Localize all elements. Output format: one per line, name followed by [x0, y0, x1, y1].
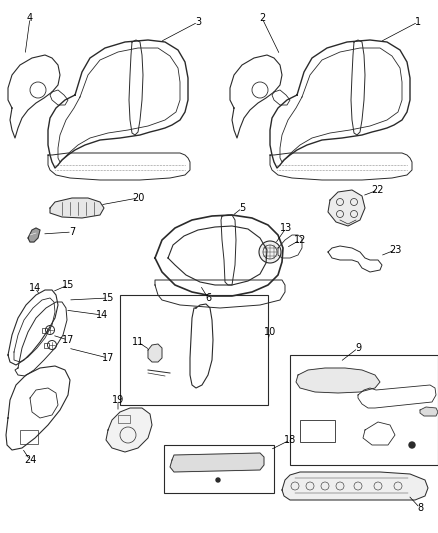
Text: 24: 24	[24, 455, 36, 465]
Bar	[164, 445, 274, 493]
Bar	[120, 295, 268, 405]
Text: 22: 22	[372, 185, 384, 195]
Text: 23: 23	[389, 245, 401, 255]
Polygon shape	[420, 407, 438, 416]
Text: 12: 12	[294, 235, 306, 245]
Text: 6: 6	[205, 293, 211, 303]
Text: 7: 7	[69, 227, 75, 237]
Text: 5: 5	[239, 203, 245, 213]
Bar	[44, 343, 49, 348]
Polygon shape	[148, 344, 162, 362]
Text: 19: 19	[112, 395, 124, 405]
Polygon shape	[296, 368, 380, 393]
Text: 18: 18	[284, 435, 296, 445]
Polygon shape	[28, 228, 40, 242]
Polygon shape	[50, 198, 104, 218]
Text: 14: 14	[29, 283, 41, 293]
Text: 2: 2	[259, 13, 265, 23]
Text: 15: 15	[62, 280, 74, 290]
Text: 4: 4	[27, 13, 33, 23]
Text: 9: 9	[355, 343, 361, 353]
Text: 1: 1	[415, 17, 421, 27]
Polygon shape	[328, 190, 365, 226]
Circle shape	[259, 241, 281, 263]
Bar	[290, 355, 438, 465]
Text: 13: 13	[280, 223, 292, 233]
Text: 15: 15	[102, 293, 114, 303]
Text: 8: 8	[417, 503, 423, 513]
Bar	[300, 420, 335, 442]
Bar	[20, 430, 38, 444]
Text: 10: 10	[264, 327, 276, 337]
Circle shape	[409, 442, 415, 448]
Bar	[42, 328, 47, 333]
Text: 20: 20	[132, 193, 144, 203]
Text: 17: 17	[102, 353, 114, 363]
Polygon shape	[106, 408, 152, 452]
Text: 17: 17	[62, 335, 74, 345]
Circle shape	[216, 478, 220, 482]
Bar	[118, 415, 130, 423]
Text: 14: 14	[96, 310, 108, 320]
Text: 3: 3	[195, 17, 201, 27]
Polygon shape	[170, 453, 264, 472]
Text: 11: 11	[132, 337, 144, 347]
Polygon shape	[282, 472, 428, 500]
